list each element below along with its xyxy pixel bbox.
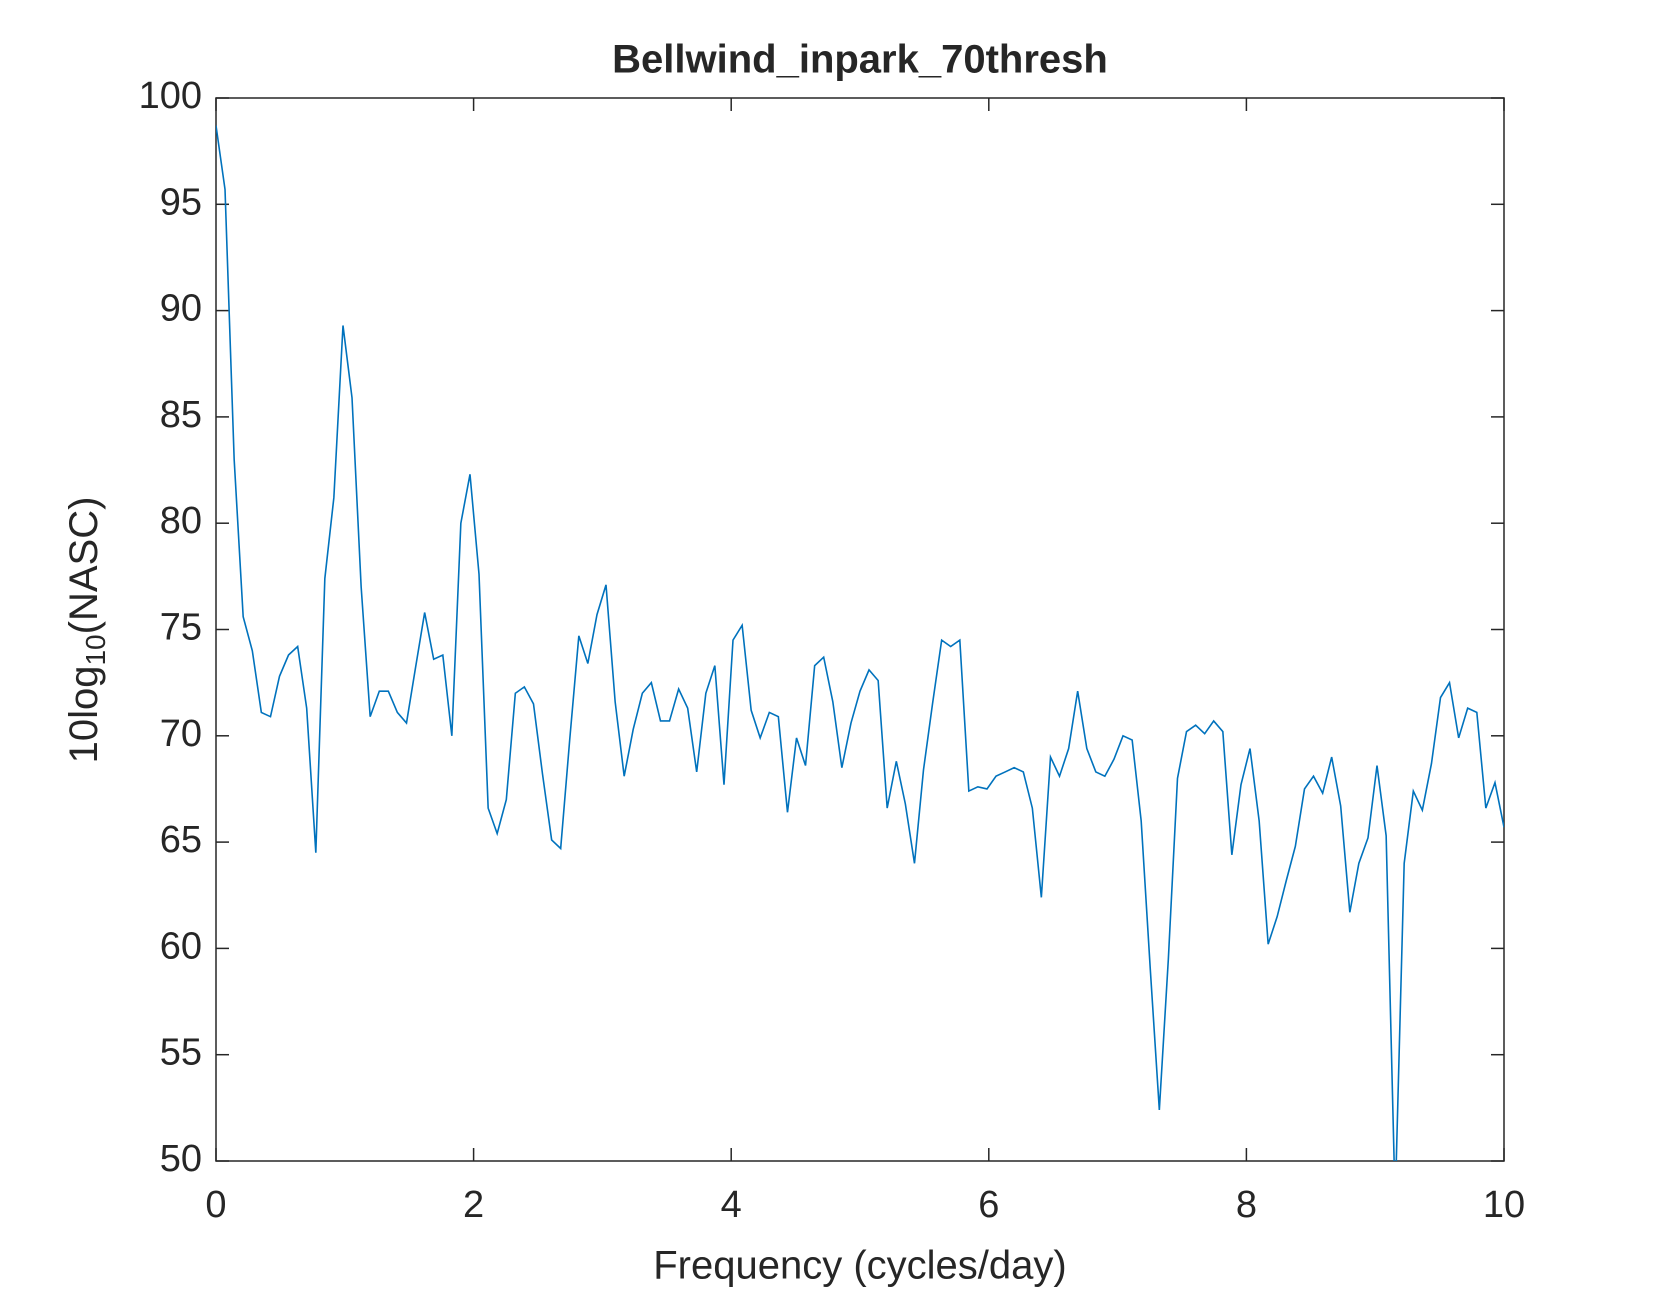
y-tick-label: 65 (160, 819, 202, 861)
y-label-subscript: 10 (80, 634, 111, 665)
y-tick-label: 80 (160, 500, 202, 542)
x-tick-label: 10 (1483, 1184, 1525, 1226)
y-tick-label: 100 (139, 75, 202, 117)
x-tick-label: 8 (1236, 1184, 1257, 1226)
x-axis-label: Frequency (cycles/day) (653, 1244, 1066, 1288)
y-label-unit: (NASC) (62, 497, 106, 635)
chart-title: Bellwind_inpark_70thresh (612, 38, 1108, 82)
x-tick-label: 2 (463, 1184, 484, 1226)
y-tick-label: 75 (160, 607, 202, 649)
y-tick-label: 70 (160, 713, 202, 755)
y-axis-label: 10log10(NASC) (62, 497, 112, 764)
y-tick-label: 85 (160, 394, 202, 436)
y-tick-label: 55 (160, 1032, 202, 1074)
y-label-main: 10log (62, 666, 106, 764)
y-tick-label: 90 (160, 288, 202, 330)
y-tick-label: 50 (160, 1138, 202, 1180)
y-tick-label: 95 (160, 181, 202, 223)
data-line (216, 125, 1504, 1161)
y-tick-label: 60 (160, 925, 202, 967)
x-tick-label: 0 (205, 1184, 226, 1226)
x-tick-label: 4 (721, 1184, 742, 1226)
axes-box (215, 97, 1505, 1162)
x-tick-label: 6 (978, 1184, 999, 1226)
